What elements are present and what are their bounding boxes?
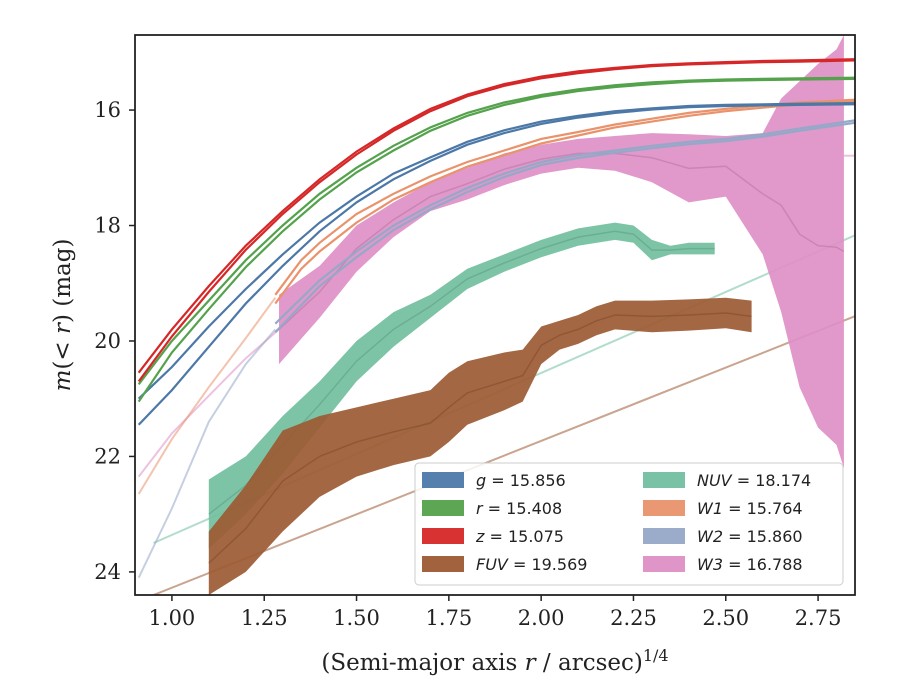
x-tick-label: 1.00: [149, 606, 196, 630]
series-upper-line: [137, 58, 855, 374]
legend: g = 15.856 r = 15.408 z = 15.075 FUV = 19.5…: [414, 462, 844, 586]
legend-item-w2: W2 = 15.860: [643, 527, 803, 546]
legend-item-w3: W3 = 16.788: [643, 555, 803, 574]
y-axis-title: m(< r) (mag): [50, 239, 76, 392]
x-tick-label: 2.50: [702, 606, 749, 630]
series-extension-line: [153, 315, 855, 595]
legend-label: W1 = 15.764: [697, 499, 803, 518]
legend-frame: [414, 462, 844, 586]
legend-swatch: [422, 528, 464, 544]
legend-label: NUV = 18.174: [697, 471, 811, 490]
series-median-line: [208, 312, 752, 564]
series-band: [208, 297, 752, 595]
y-tick-label: 18: [94, 214, 121, 238]
x-tick-label: 1.75: [425, 606, 472, 630]
series-upper-line: [274, 119, 855, 325]
legend-label: W3 = 16.788: [697, 555, 803, 574]
legend-item-z: z = 15.075: [422, 527, 564, 546]
legend-swatch: [643, 472, 685, 488]
legend-swatch: [422, 472, 464, 488]
series-w2: [137, 119, 855, 579]
series-upper-line: [274, 98, 855, 296]
legend-item-fuv: FUV = 19.569: [422, 555, 587, 574]
legend-item-w1: W1 = 15.764: [643, 499, 803, 518]
series-extension-line: [137, 328, 277, 579]
legend-swatch: [422, 500, 464, 516]
series-upper-line: [137, 76, 855, 385]
series-lower-line: [137, 59, 855, 383]
x-tick-label: 2.75: [795, 606, 842, 630]
series-lower-line: [137, 77, 855, 403]
legend-label: z = 15.075: [475, 527, 564, 546]
series-extension-line: [137, 297, 277, 495]
x-tick-label: 1.50: [333, 606, 380, 630]
legend-item-r: r = 15.408: [422, 499, 562, 518]
series-upper-line: [137, 102, 855, 400]
y-tick-label: 22: [94, 444, 121, 468]
plot-area: [137, 35, 855, 595]
legend-label: g = 15.856: [476, 471, 566, 490]
legend-swatch: [643, 556, 685, 572]
series-g: [137, 102, 855, 426]
series-r: [137, 76, 855, 403]
series-median-line: [208, 230, 715, 515]
series-extension-line: [137, 328, 280, 478]
series-z: [137, 58, 855, 383]
x-axis-title: (Semi-major axis r / arcsec)1/4: [321, 646, 668, 676]
y-axis: 16 18 20 22 24: [94, 98, 135, 584]
series-lower-line: [274, 121, 855, 334]
y-tick-label: 24: [94, 560, 121, 584]
series-band: [208, 222, 715, 549]
series-lower-line: [137, 103, 855, 426]
legend-label: r = 15.408: [476, 499, 562, 518]
x-tick-label: 2.25: [610, 606, 657, 630]
legend-swatch: [643, 528, 685, 544]
legend-label: FUV = 19.569: [476, 555, 587, 574]
legend-item-nuv: NUV = 18.174: [643, 471, 811, 490]
legend-label: W2 = 15.860: [697, 527, 803, 546]
x-axis: 1.00 1.25 1.50 1.75 2.00 2.25 2.50 2.75: [149, 595, 842, 630]
x-tick-label: 2.00: [518, 606, 565, 630]
series-fuv: [153, 297, 855, 595]
series-lower-line: [274, 100, 855, 305]
series-w1: [137, 98, 855, 495]
y-tick-label: 16: [94, 98, 121, 122]
legend-swatch: [643, 500, 685, 516]
legend-swatch: [422, 556, 464, 572]
axes-frame: [134, 34, 856, 596]
legend-item-g: g = 15.856: [422, 471, 566, 490]
x-tick-label: 1.25: [241, 606, 288, 630]
y-tick-label: 20: [94, 329, 121, 353]
